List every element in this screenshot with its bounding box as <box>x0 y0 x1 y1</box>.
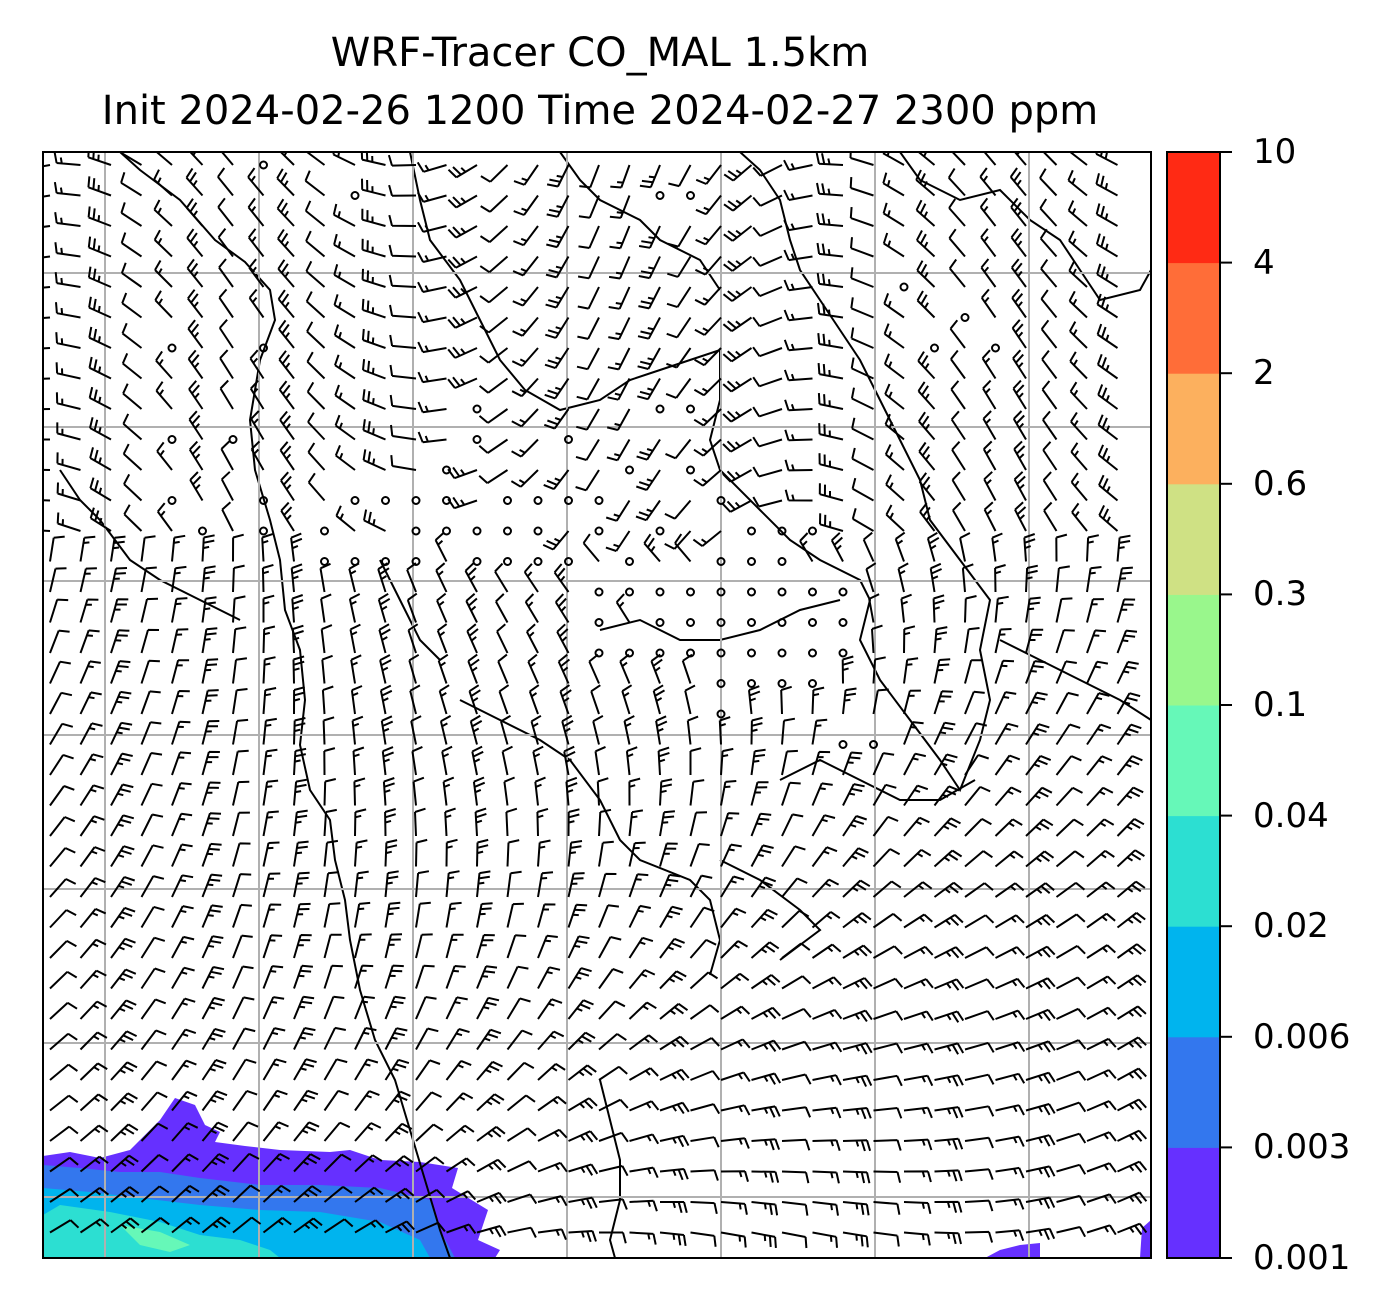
map-title-line2: Init 2024-02-26 1200 Time 2024-02-27 230… <box>101 88 1099 134</box>
colorbar-segment <box>1167 926 1220 1038</box>
colorbar-segment <box>1167 483 1220 595</box>
colorbar-segment <box>1167 1147 1220 1259</box>
colorbar-segment <box>1167 594 1220 706</box>
colorbar-tick-label: 4 <box>1253 242 1275 283</box>
colorbar-tick-label: 10 <box>1253 132 1297 172</box>
colorbar-tick-label: 0.6 <box>1253 463 1308 504</box>
colorbar-tick-label: 0.3 <box>1253 574 1308 615</box>
tracer-band-004 <box>120 1225 190 1252</box>
tracer-band-se <box>985 1220 1151 1258</box>
tracer-concentration-field <box>43 1098 1151 1258</box>
colorbar-tick-label: 0.02 <box>1253 906 1329 947</box>
colorbar-segment <box>1167 705 1220 817</box>
map-frame <box>42 151 1152 1259</box>
colorbar <box>1166 151 1232 1259</box>
colorbar-tick-label: 2 <box>1253 353 1275 394</box>
colorbar-tick-label: 0.006 <box>1253 1016 1351 1057</box>
colorbar-segment <box>1167 262 1220 374</box>
colorbar-tick-label: 0.001 <box>1253 1238 1351 1278</box>
colorbar-tick-label: 0.1 <box>1253 685 1308 725</box>
map-title-line1: WRF-Tracer CO_MAL 1.5km <box>330 30 870 76</box>
map-gridlines <box>43 152 1151 1258</box>
colorbar-segment <box>1167 152 1220 264</box>
colorbar-segment <box>1167 373 1220 485</box>
colorbar-tick-label: 0.003 <box>1253 1127 1351 1168</box>
coastlines <box>59 152 1151 1258</box>
tracer-band-002 <box>43 1205 280 1258</box>
wind-barbs <box>43 152 1148 1249</box>
colorbar-tick-label: 0.04 <box>1253 795 1329 836</box>
colorbar-segment <box>1167 1036 1220 1148</box>
colorbar-segment <box>1167 815 1220 927</box>
